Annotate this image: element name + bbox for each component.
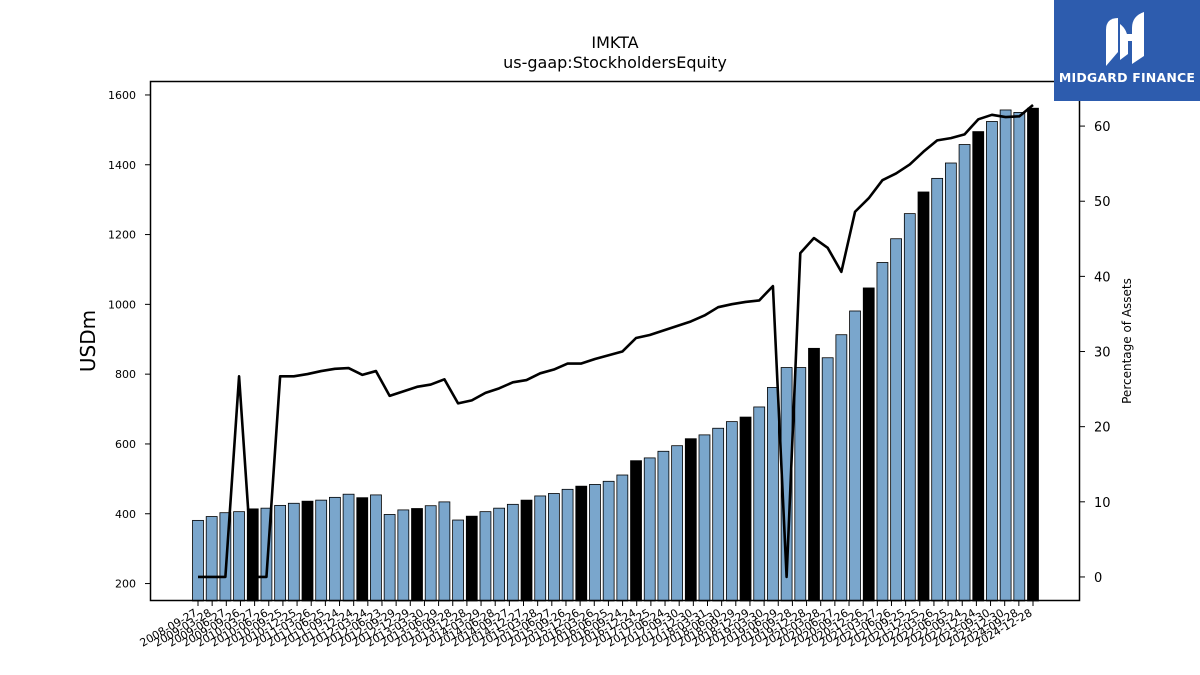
- bar-2011-06-25: [342, 493, 355, 602]
- bar-2014-09-27: [520, 499, 533, 602]
- left-y-tick-label: 200: [115, 578, 136, 591]
- bar-2013-12-28: [479, 511, 492, 602]
- bar-2022-03-26: [931, 177, 944, 602]
- bar-2022-06-25: [944, 162, 957, 602]
- bar-2024-09-28: [1013, 112, 1026, 602]
- bar-2022-12-24: [972, 131, 985, 602]
- bar-2011-03-26: [329, 496, 341, 602]
- right-y-axis: 0 10 20 30 40 50 60: [1080, 120, 1111, 586]
- left-y-tick-label: 1200: [108, 229, 136, 242]
- bar-2021-06-26: [890, 238, 902, 602]
- bar-2010-12-25: [315, 499, 328, 602]
- right-y-tick-label: 20: [1094, 421, 1111, 436]
- left-y-tick-label: 1600: [108, 89, 136, 102]
- x-axis: 2008-09-272009-03-282009-06-272009-09-26…: [138, 601, 1035, 650]
- bar-2009-06-27: [233, 511, 245, 602]
- bar-2011-09-24: [356, 497, 369, 602]
- bar-2014-03-29: [493, 507, 506, 602]
- bar-2020-03-28: [821, 357, 834, 602]
- left-y-tick-label: 800: [115, 368, 136, 381]
- y-axis-label-left: USDm: [76, 310, 100, 372]
- bar-2008-09-27: [192, 519, 204, 602]
- bar-2015-12-26: [589, 484, 601, 602]
- bar-2021-09-25: [903, 213, 916, 602]
- bar-2010-03-27: [274, 504, 287, 602]
- bar-2012-06-23: [397, 509, 410, 602]
- bar-2022-09-24: [958, 144, 971, 602]
- left-y-axis: 200 400 600 800 1000 1200 1400 1600: [108, 89, 150, 591]
- bar-2013-09-28: [465, 515, 478, 602]
- bar-series: [192, 107, 1039, 602]
- bar-2015-03-28: [548, 493, 560, 602]
- bar-2018-12-29: [753, 406, 766, 602]
- bar-2018-09-29: [739, 416, 752, 602]
- bar-2016-12-24: [643, 457, 656, 602]
- bar-2010-06-26: [287, 502, 300, 602]
- chart-subtitle: us-gaap:StockholdersEquity: [503, 53, 727, 72]
- bar-2019-03-30: [767, 387, 779, 602]
- bar-2023-09-30: [986, 121, 998, 602]
- bar-2017-03-25: [657, 450, 670, 602]
- bar-2014-12-27: [534, 495, 547, 602]
- bar-2011-12-24: [370, 494, 382, 602]
- bar-2015-06-27: [561, 488, 574, 602]
- right-y-tick-label: 40: [1094, 270, 1111, 285]
- bar-2023-12-30: [999, 109, 1012, 602]
- bar-2018-06-30: [725, 421, 738, 602]
- bar-2008-12-27: [205, 516, 218, 602]
- chart-title: IMKTA: [591, 33, 638, 52]
- bar-2024-12-28: [1027, 107, 1039, 602]
- bar-2021-03-27: [876, 262, 889, 602]
- left-y-tick-label: 1000: [108, 298, 136, 311]
- right-y-tick-label: 60: [1094, 120, 1111, 135]
- brand-logo: MIDGARD FINANCE: [1054, 0, 1200, 101]
- logo-text: MIDGARD FINANCE: [1058, 70, 1196, 85]
- bar-2016-09-24: [630, 460, 642, 602]
- bar-2014-06-28: [506, 503, 519, 602]
- bar-2013-06-29: [452, 519, 464, 602]
- bar-2012-03-24: [383, 514, 396, 602]
- bar-2021-12-25: [917, 191, 930, 602]
- bar-2017-09-30: [684, 438, 697, 602]
- bar-2015-09-26: [575, 485, 588, 602]
- bar-2020-06-27: [835, 334, 848, 602]
- percentage-of-assets-line: [198, 104, 1034, 579]
- bar-2020-12-26: [862, 287, 875, 602]
- bar-2012-09-29: [411, 508, 423, 602]
- left-y-tick-label: 400: [115, 508, 136, 521]
- right-y-tick-label: 10: [1094, 496, 1111, 511]
- line-series: [198, 104, 1034, 579]
- bar-2017-12-30: [698, 434, 711, 602]
- bar-2019-12-28: [808, 347, 820, 602]
- bar-2017-06-24: [671, 445, 683, 602]
- right-y-tick-label: 0: [1094, 571, 1102, 586]
- bar-2016-06-25: [616, 474, 629, 602]
- left-y-tick-label: 600: [115, 438, 136, 451]
- bar-2012-12-29: [424, 505, 437, 602]
- right-y-tick-label: 50: [1094, 195, 1111, 210]
- bar-2019-09-28: [794, 367, 807, 602]
- midgard-m-icon: [1106, 12, 1144, 66]
- bar-2010-09-25: [301, 500, 314, 602]
- y-axis-label-right: Percentage of Assets: [1120, 278, 1134, 404]
- bar-2020-09-26: [849, 310, 861, 602]
- left-y-tick-label: 1400: [108, 159, 136, 172]
- bar-2018-03-31: [712, 427, 725, 602]
- bar-2016-03-26: [602, 480, 615, 602]
- right-y-tick-label: 30: [1094, 346, 1111, 361]
- plot-frame: [149, 80, 1081, 602]
- bar-2013-03-30: [438, 501, 451, 602]
